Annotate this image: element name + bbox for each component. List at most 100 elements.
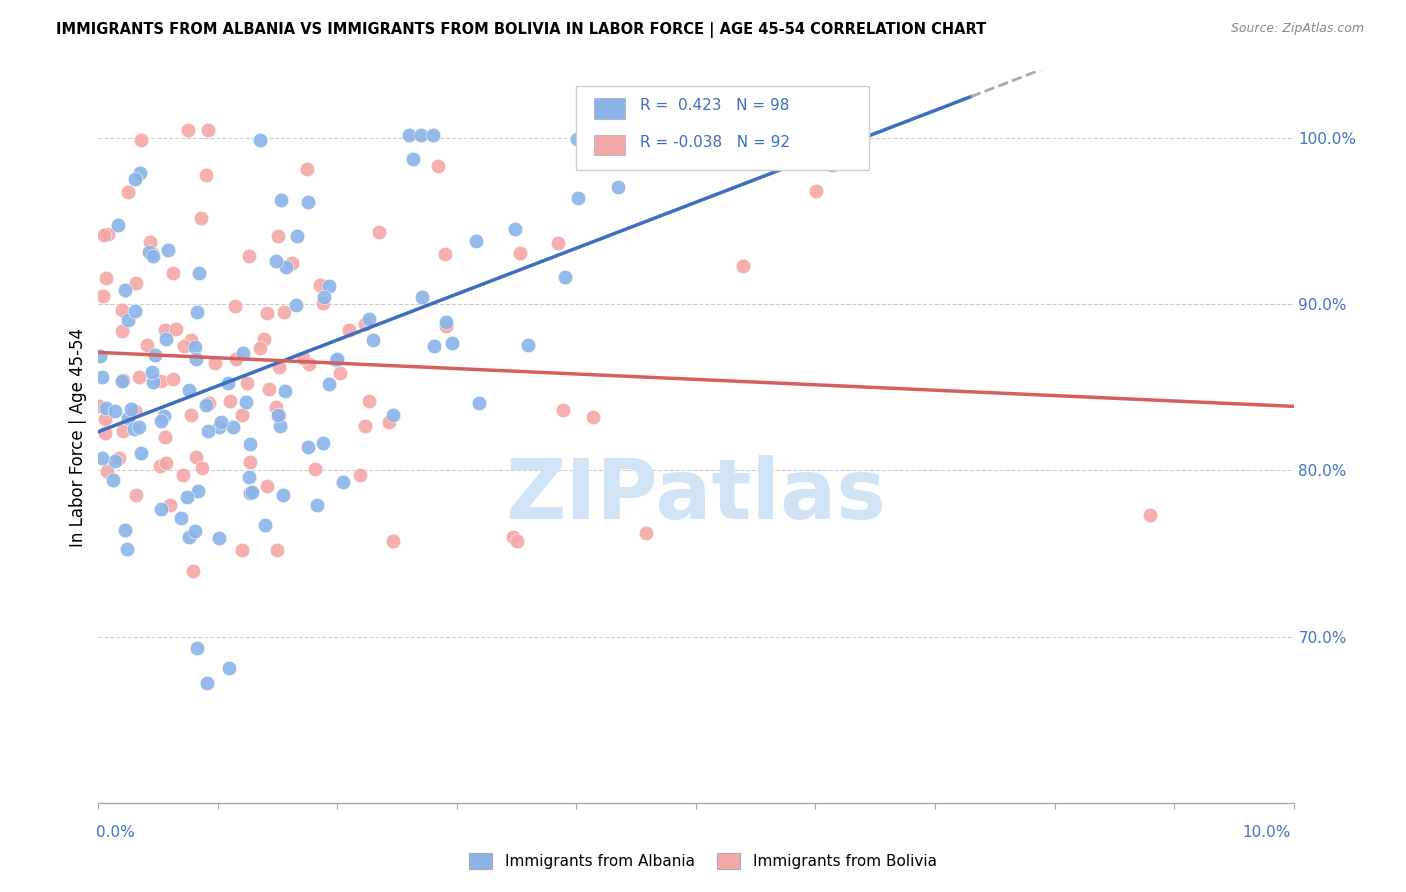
Point	[804, 184, 827, 198]
Point	[240, 485, 263, 500]
Point	[155, 323, 177, 337]
Point	[149, 502, 172, 516]
Point	[378, 415, 401, 429]
Point	[94, 401, 117, 416]
Point	[567, 132, 589, 146]
Point	[270, 193, 292, 207]
Point	[117, 186, 139, 200]
Point	[195, 675, 218, 690]
Point	[231, 542, 253, 557]
Point	[101, 473, 124, 487]
Point	[217, 376, 239, 390]
Point	[184, 524, 207, 539]
Point	[329, 366, 352, 380]
Point	[176, 122, 198, 136]
Point	[125, 488, 148, 502]
Point	[505, 221, 527, 235]
Point	[232, 345, 254, 359]
Point	[256, 478, 278, 492]
Point	[266, 542, 288, 557]
Point	[305, 498, 328, 512]
Point	[112, 373, 135, 387]
Point	[235, 395, 257, 409]
Point	[104, 404, 127, 418]
Point	[97, 227, 120, 241]
Point	[190, 211, 212, 226]
Point	[269, 418, 291, 433]
Point	[402, 152, 425, 166]
Point	[367, 225, 389, 239]
Point	[434, 247, 457, 261]
Point	[318, 279, 340, 293]
Point	[195, 169, 218, 183]
Point	[273, 304, 295, 318]
FancyBboxPatch shape	[576, 86, 869, 170]
Point	[1139, 508, 1161, 523]
Point	[304, 462, 326, 476]
FancyBboxPatch shape	[595, 98, 626, 119]
Point	[422, 128, 444, 142]
Point	[107, 218, 129, 232]
Text: 10.0%: 10.0%	[1243, 825, 1291, 839]
Point	[398, 128, 420, 142]
Point	[143, 348, 166, 362]
Point	[186, 305, 208, 319]
Point	[465, 234, 488, 248]
Point	[114, 284, 136, 298]
Point	[138, 235, 160, 249]
Point	[93, 288, 115, 302]
Point	[103, 453, 125, 467]
Text: R = -0.038   N = 92: R = -0.038 N = 92	[640, 135, 790, 150]
Point	[218, 661, 240, 675]
Point	[224, 299, 246, 313]
Point	[93, 227, 115, 242]
Point	[184, 340, 207, 354]
Point	[128, 420, 150, 434]
Point	[197, 425, 219, 439]
Point	[124, 404, 146, 418]
Point	[298, 357, 321, 371]
Point	[325, 352, 347, 367]
Point	[149, 375, 172, 389]
Point	[91, 451, 114, 466]
Point	[87, 400, 110, 414]
Point	[271, 488, 294, 502]
Point	[180, 333, 202, 347]
Point	[124, 304, 146, 318]
Point	[225, 351, 247, 366]
Point	[142, 249, 165, 263]
Y-axis label: In Labor Force | Age 45-54: In Labor Force | Age 45-54	[69, 327, 87, 547]
Point	[150, 414, 173, 428]
Point	[94, 425, 117, 440]
Point	[239, 436, 262, 450]
Point	[553, 402, 575, 417]
Point	[124, 172, 146, 186]
Point	[325, 352, 347, 367]
Point	[172, 467, 194, 482]
Point	[149, 458, 172, 473]
Point	[142, 375, 165, 389]
Point	[183, 564, 205, 578]
Point	[96, 464, 118, 478]
Point	[155, 456, 177, 470]
Text: R =  0.423   N = 98: R = 0.423 N = 98	[640, 98, 789, 113]
Point	[606, 180, 628, 194]
Point	[359, 311, 381, 326]
Point	[284, 298, 307, 312]
Point	[162, 266, 184, 280]
Point	[208, 420, 231, 434]
Point	[239, 455, 262, 469]
Point	[382, 533, 405, 548]
Point	[180, 408, 202, 422]
Point	[337, 323, 360, 337]
Point	[186, 352, 208, 367]
Point	[274, 260, 297, 274]
Point	[209, 415, 232, 429]
Point	[318, 376, 340, 391]
Text: ZIPatlas: ZIPatlas	[506, 455, 886, 536]
Point	[267, 408, 290, 422]
Point	[125, 277, 148, 291]
Point	[257, 382, 280, 396]
Point	[191, 461, 214, 475]
Point	[239, 486, 262, 500]
